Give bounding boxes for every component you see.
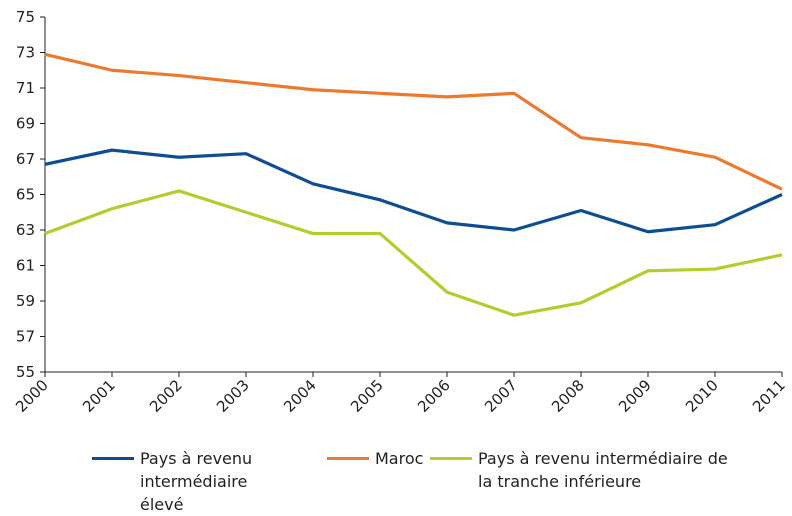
legend-swatch: [327, 457, 369, 460]
x-tick-label: 2003: [213, 376, 253, 416]
y-tick-label: 75: [16, 8, 35, 26]
line-series: [44, 189, 783, 317]
x-tick-label: 2001: [79, 376, 119, 416]
y-tick-label: 65: [16, 186, 35, 204]
x-tick-label: 2008: [548, 376, 588, 416]
y-tick-label: 67: [16, 150, 35, 168]
legend-item: Pays à revenu intermédiaire de la tranch…: [430, 447, 738, 493]
legend-swatch: [430, 457, 472, 460]
y-tick-label: 59: [16, 292, 35, 310]
x-tick-label: 2004: [280, 376, 320, 416]
x-tick-label: 2007: [481, 376, 521, 416]
y-tick-label: 55: [16, 363, 35, 381]
x-tick-label: 2010: [682, 376, 722, 416]
y-tick-label: 57: [16, 328, 35, 346]
line-series: [44, 52, 783, 191]
x-tick-label: 2009: [615, 376, 655, 416]
legend-item: Pays à revenu intermédiaire élevé: [92, 447, 280, 516]
x-tick-label: 2006: [414, 376, 454, 416]
x-tick-label: 2005: [347, 376, 387, 416]
legend-swatch: [92, 457, 134, 460]
legend-label: Pays à revenu intermédiaire de la tranch…: [478, 449, 728, 491]
x-tick-label: 2000: [12, 376, 52, 416]
y-tick-label: 73: [16, 44, 35, 62]
y-tick-label: 69: [16, 115, 35, 133]
y-tick-label: 61: [16, 257, 35, 275]
x-tick-label: 2002: [146, 376, 186, 416]
legend-label: Pays à revenu intermédiaire élevé: [140, 449, 253, 514]
legend-item: Maroc: [327, 447, 445, 470]
line-series: [44, 148, 783, 234]
x-tick-label: 2011: [749, 376, 789, 416]
y-tick-label: 63: [16, 221, 35, 239]
y-tick-label: 71: [16, 79, 35, 97]
page: {"chart_data": {"type": "line", "x": ["2…: [12, 8, 789, 514]
legend-label: Maroc: [375, 449, 424, 468]
chart: 55 57 59 61 63 65 67 69 71 73 75 2000 2001 2002 2003 20…: [12, 8, 789, 416]
